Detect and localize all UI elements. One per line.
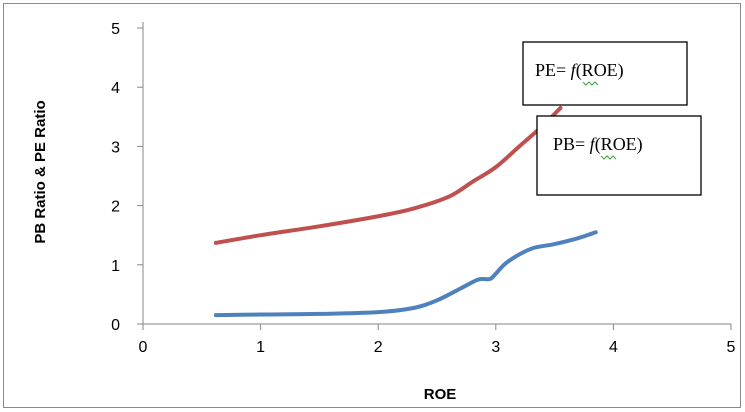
- y-tick-label: 0: [111, 317, 120, 334]
- spellcheck-squiggle: [582, 81, 599, 86]
- annotation-func: f: [571, 60, 579, 80]
- spellcheck-squiggle: [600, 155, 617, 160]
- annotation-prefix: PE=: [535, 60, 571, 80]
- annotation-prefix: PB=: [553, 134, 590, 154]
- x-axis-title: ROE: [424, 386, 457, 403]
- annotation-func: f: [590, 134, 598, 154]
- pb-annotation: PB= f(ROE): [536, 115, 702, 196]
- annotation-suffix: (ROE): [595, 134, 643, 155]
- series-layer: [213, 105, 598, 318]
- x-tick-label: 4: [609, 339, 618, 356]
- y-tick-label: 2: [111, 199, 120, 216]
- y-tick-label: 4: [111, 80, 120, 97]
- x-tick-label: 0: [139, 339, 148, 356]
- y-tick-label: 1: [111, 258, 120, 275]
- pe-annotation: PE= f(ROE): [522, 41, 688, 106]
- annotations: PE= f(ROE)PB= f(ROE): [522, 41, 702, 196]
- y-tick-label: 5: [111, 21, 120, 38]
- pe-ratio-line: [213, 105, 563, 245]
- y-tick-label: 3: [111, 139, 120, 156]
- y-axis-title: PB Ratio & PE Ratio: [32, 100, 49, 243]
- x-tick-label: 3: [491, 339, 500, 356]
- x-tick-label: 1: [256, 339, 265, 356]
- annotation-text: PE= f(ROE): [535, 60, 624, 81]
- annotation-text: PB= f(ROE): [553, 134, 643, 155]
- annotation-box: [522, 41, 688, 106]
- x-tick-label: 5: [727, 339, 736, 356]
- pb-ratio-line: [213, 230, 598, 318]
- tick-labels: 0 1 2 3 4 5 0 1 2 3 4 5: [111, 21, 735, 356]
- axes: [137, 22, 732, 330]
- annotation-suffix: (ROE): [576, 60, 624, 81]
- annotation-box: [536, 115, 702, 196]
- x-tick-label: 2: [374, 339, 383, 356]
